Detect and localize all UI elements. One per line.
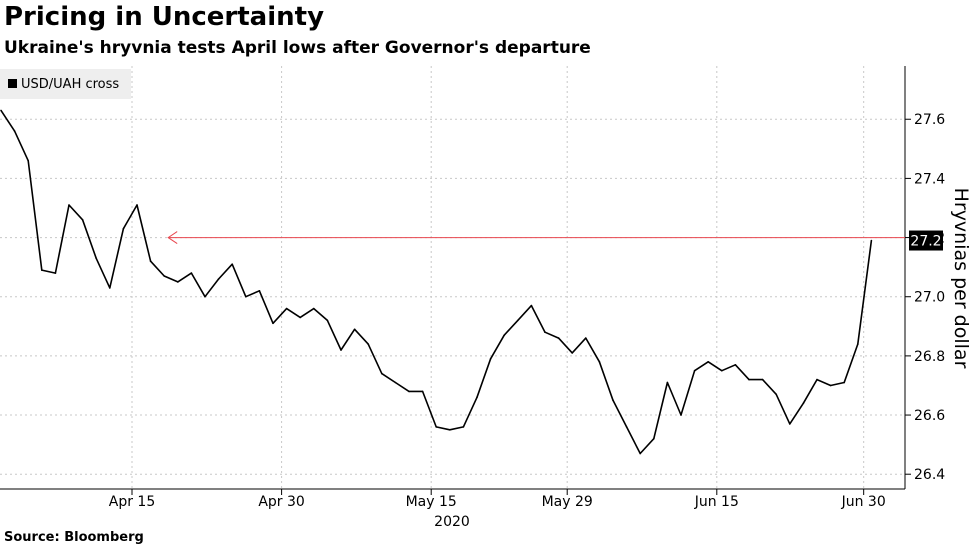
data-point <box>231 263 233 266</box>
legend-box <box>0 69 131 99</box>
chart-title: Pricing in Uncertainty <box>4 2 325 32</box>
series-points <box>0 109 873 455</box>
reference-arrow <box>167 231 905 244</box>
data-point <box>367 343 370 345</box>
data-point <box>489 358 492 360</box>
data-point <box>870 239 873 242</box>
data-point <box>340 349 342 351</box>
data-point <box>204 295 206 298</box>
data-point <box>0 109 2 112</box>
data-point <box>245 295 247 298</box>
data-point <box>177 281 179 283</box>
y-axis-title: Hryvnias per dollar <box>950 188 972 369</box>
data-point <box>625 426 628 428</box>
data-point <box>680 414 682 416</box>
y-tick-label: 26.4 <box>914 467 945 483</box>
data-point <box>789 423 791 425</box>
data-point <box>585 337 587 339</box>
data-point <box>476 396 478 399</box>
data-point <box>13 130 16 132</box>
y-tick-label: 27.6 <box>914 112 945 128</box>
x-axis-ticks: Apr 15 Apr 30 May 15 May 29 Jun 15 Jun 30 <box>109 489 886 510</box>
legend-swatch <box>8 79 17 88</box>
data-point <box>190 272 193 274</box>
data-point <box>693 369 696 372</box>
data-point <box>557 337 560 339</box>
data-point <box>707 361 709 363</box>
data-point <box>299 316 302 319</box>
data-point <box>285 307 288 310</box>
data-point <box>163 275 165 277</box>
data-point <box>353 328 356 331</box>
data-point <box>571 352 573 354</box>
y-tick-label: 27.4 <box>914 171 945 187</box>
data-point <box>217 278 220 280</box>
data-point <box>829 384 832 387</box>
vertical-gridlines <box>131 66 865 489</box>
last-value-callout: 27.2 <box>909 230 943 251</box>
data-point <box>775 393 777 396</box>
data-point <box>326 319 329 322</box>
legend: USD/UAH cross <box>0 69 131 99</box>
data-point <box>258 290 261 292</box>
data-point <box>122 227 125 230</box>
x-tick-label: Jun 15 <box>694 494 739 510</box>
reference-arrowhead <box>167 231 178 244</box>
data-point <box>612 399 614 402</box>
data-point <box>54 272 57 274</box>
data-point <box>816 378 818 381</box>
data-point <box>748 378 750 381</box>
data-point <box>503 334 506 337</box>
horizontal-gridlines <box>0 118 905 475</box>
data-point <box>81 219 84 221</box>
data-point <box>95 257 97 260</box>
data-point <box>761 378 764 381</box>
x-tick-label: Apr 15 <box>109 494 155 510</box>
y-tick-label: 26.8 <box>914 349 945 365</box>
data-point <box>272 322 274 325</box>
data-point <box>653 437 655 440</box>
data-point <box>136 204 138 206</box>
data-point <box>857 343 859 345</box>
chart-subtitle: Ukraine's hryvnia tests April lows after… <box>4 38 591 58</box>
data-point <box>802 402 805 405</box>
x-tick-label: May 29 <box>542 494 593 510</box>
data-point <box>41 269 43 271</box>
data-point <box>666 381 669 384</box>
data-point <box>394 381 397 384</box>
data-point <box>68 204 70 206</box>
x-tick-label: Apr 30 <box>258 494 304 510</box>
data-point <box>435 426 438 428</box>
last-value-box <box>909 230 943 251</box>
x-axis-year-label: 2020 <box>434 514 470 530</box>
data-point <box>421 390 424 393</box>
data-point <box>517 319 519 322</box>
legend-label: USD/UAH cross <box>21 77 119 92</box>
data-point <box>843 381 845 384</box>
y-axis-ticks: 26.4 26.6 26.8 27.0 27.2 27.4 27.6 <box>905 112 945 483</box>
data-point <box>381 372 383 375</box>
data-point <box>598 361 601 363</box>
data-point <box>734 364 737 366</box>
y-tick-label: 27.0 <box>914 290 945 306</box>
last-value-label: 27.2 <box>910 234 941 250</box>
data-point <box>109 287 111 289</box>
x-tick-label: May 15 <box>406 494 457 510</box>
data-point <box>27 159 30 162</box>
data-point <box>408 390 410 393</box>
data-point <box>639 452 641 455</box>
data-point <box>313 307 315 310</box>
x-tick-label: Jun 30 <box>841 494 886 510</box>
y-tick-label: 26.6 <box>914 408 945 424</box>
data-point <box>462 426 465 428</box>
data-point <box>530 304 533 307</box>
data-point <box>449 429 451 431</box>
source-note: Source: Bloomberg <box>4 530 144 545</box>
data-point <box>149 260 152 263</box>
data-point <box>544 331 546 334</box>
data-point <box>721 369 723 372</box>
